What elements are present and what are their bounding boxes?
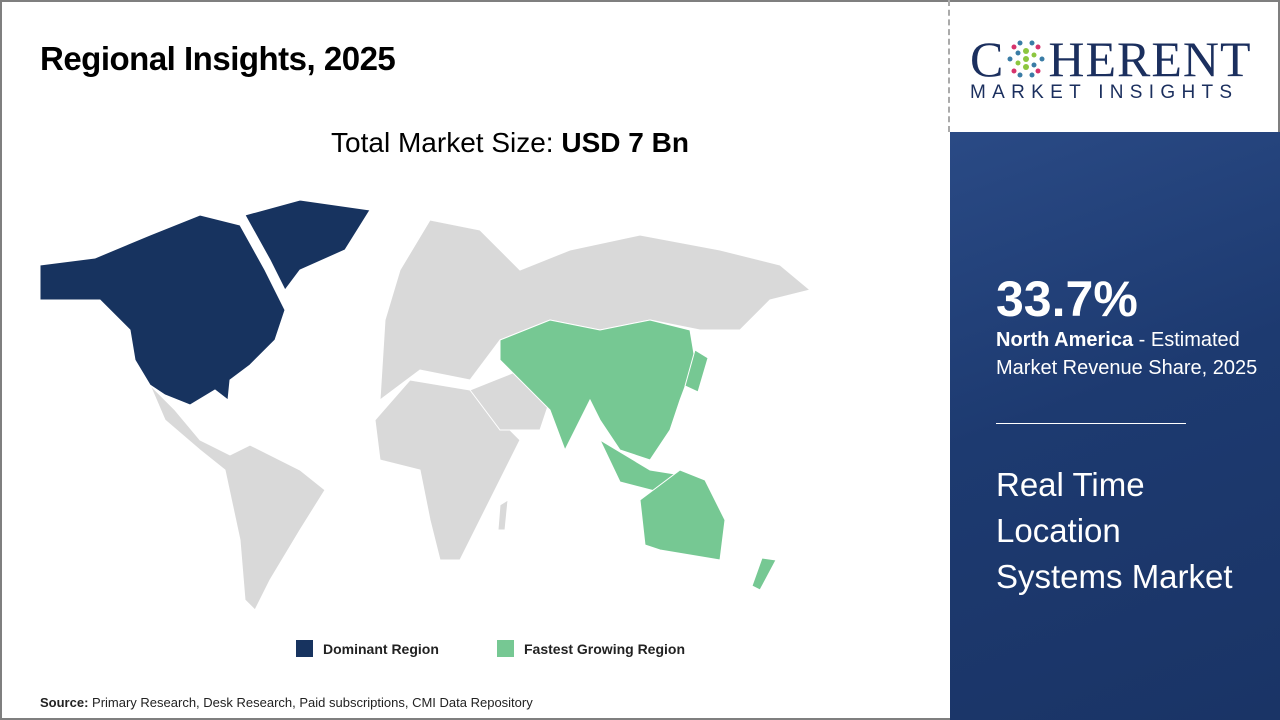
panel-divider (996, 423, 1186, 424)
map-region-latin-america (149, 384, 326, 611)
source-label: Source: (40, 695, 89, 710)
legend-swatch-dominant (296, 640, 313, 657)
content-frame (0, 0, 950, 720)
legend-label: Fastest Growing Region (524, 640, 686, 657)
total-market-value: USD 7 Bn (561, 127, 689, 158)
source-text: Primary Research, Desk Research, Paid su… (88, 695, 533, 710)
source-note: Source: Primary Research, Desk Research,… (40, 695, 533, 710)
map-region-new-zealand (751, 557, 777, 591)
legend-swatch-fastest (497, 640, 514, 657)
share-desc-text: - Estimated Market Revenue Share, 2025 (996, 329, 1258, 379)
legend-dominant: Dominant Region (296, 640, 439, 657)
map-region-japan (684, 349, 709, 393)
share-percent: 33.7% (996, 271, 1138, 327)
total-market-size: Total Market Size: USD 7 Bn (0, 127, 1020, 159)
map-region-australia (639, 469, 726, 561)
map-region-asia-pacific (499, 319, 696, 461)
logo-wordmark: C HERENT (970, 30, 1252, 88)
page-title: Regional Insights, 2025 (40, 40, 396, 77)
legend-fastest: Fastest Growing Region (497, 640, 685, 657)
map-region-north-america (39, 214, 286, 406)
insight-panel: 33.7% North America - Estimated Market R… (950, 132, 1280, 720)
globe-dots-icon (1007, 40, 1045, 78)
map-region-madagascar (497, 499, 509, 531)
company-logo: C HERENT MARKET INSIGHTS (950, 0, 1280, 132)
logo-letters: HERENT (1048, 31, 1252, 87)
world-map (39, 199, 812, 611)
legend-label: Dominant Region (323, 640, 439, 657)
divider (948, 0, 950, 132)
total-market-label: Total Market Size: (331, 127, 562, 158)
market-name: Real Time Location Systems Market (996, 466, 1233, 595)
share-description: North America - Estimated Market Revenue… (996, 326, 1276, 382)
logo-subtitle: MARKET INSIGHTS (970, 82, 1239, 103)
share-region: North America (996, 329, 1134, 351)
logo-letter: C (970, 31, 1005, 87)
map-region-greenland (244, 199, 371, 291)
